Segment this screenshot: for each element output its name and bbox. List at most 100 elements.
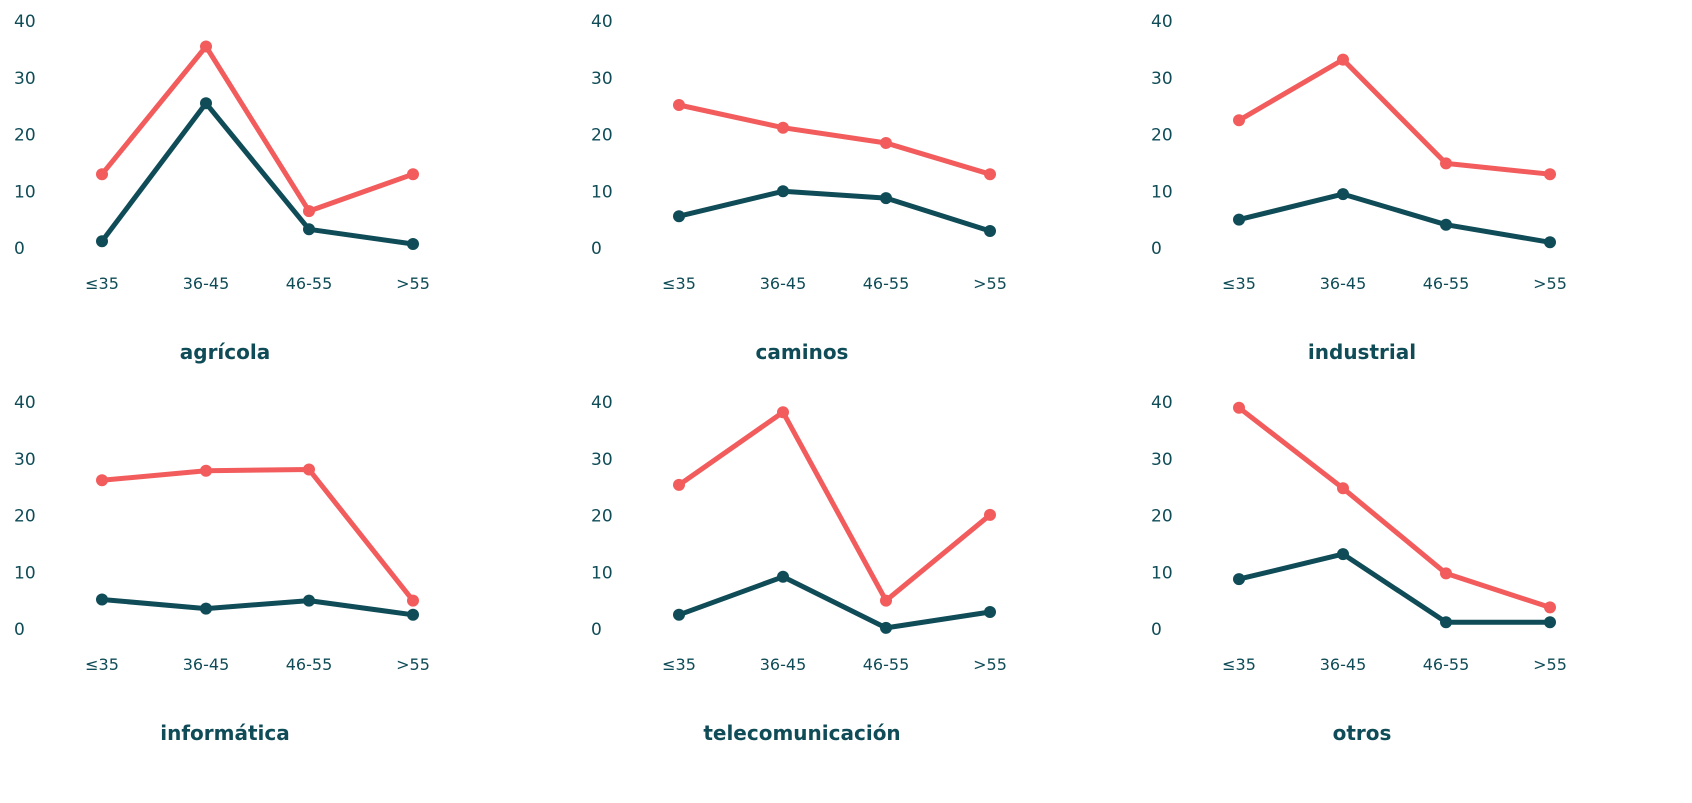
y-tick-label: 0	[14, 620, 25, 640]
y-tick-label: 0	[1151, 620, 1162, 640]
data-point	[880, 137, 892, 149]
y-tick-label: 30	[1151, 69, 1173, 89]
data-point	[303, 463, 315, 476]
data-point	[407, 168, 419, 181]
data-point	[407, 238, 419, 250]
x-tick-label: >55	[396, 655, 430, 674]
panel-title: industrial	[1308, 340, 1416, 364]
data-point	[1440, 218, 1452, 231]
y-tick-label: 10	[1151, 182, 1173, 202]
chart-svg: 0 10 20 30 40 ≤35 36-45 46-55 >55 agrícola	[14, 12, 430, 364]
x-tick-label: 46-55	[1423, 274, 1470, 293]
panel-title: caminos	[756, 340, 849, 364]
x-tick-label: >55	[1533, 655, 1567, 674]
series-line	[1236, 191, 1553, 245]
data-point	[96, 474, 108, 487]
data-point	[303, 594, 315, 607]
series-line	[1236, 551, 1553, 625]
y-tick-label: 40	[591, 12, 613, 32]
y-tick-label: 0	[14, 239, 25, 259]
data-point	[407, 608, 419, 621]
data-point	[673, 210, 685, 223]
chart-panel: 0 10 20 30 40 ≤35 36-45 46-55 >55 telecomunicació…	[577, 381, 1137, 781]
series-line	[676, 102, 993, 177]
x-tick-label: ≤35	[662, 655, 696, 674]
data-point	[96, 593, 108, 606]
data-point	[1233, 401, 1245, 414]
data-point	[1440, 157, 1452, 170]
data-point	[303, 205, 315, 218]
data-point	[880, 594, 892, 607]
x-tick-label: 46-55	[863, 655, 910, 674]
series-line	[99, 100, 416, 247]
x-tick-label: 46-55	[863, 274, 910, 293]
y-tick-label: 10	[1151, 563, 1173, 583]
y-tick-label: 10	[591, 563, 613, 583]
x-tick-label: ≤35	[85, 274, 119, 293]
series-line	[1236, 405, 1553, 610]
data-point	[1337, 548, 1349, 561]
data-point	[984, 606, 996, 618]
y-tick-label: 40	[1151, 393, 1173, 413]
x-tick-label: 36-45	[183, 655, 230, 674]
data-point	[880, 192, 892, 205]
y-tick-label: 0	[1151, 239, 1162, 259]
series-line	[1236, 57, 1553, 177]
data-point	[1337, 53, 1349, 66]
chart-panel: 0 10 20 30 40 ≤35 36-45 46-55 >55 agrícola	[0, 0, 560, 400]
x-tick-label: >55	[396, 274, 430, 293]
x-tick-label: ≤35	[85, 655, 119, 674]
x-tick-label: 46-55	[1423, 655, 1470, 674]
panel-title: informática	[160, 721, 290, 745]
data-point	[407, 594, 419, 607]
panel-title: otros	[1333, 721, 1392, 745]
chart-svg: 0 10 20 30 40 ≤35 36-45 46-55 >55 caminos	[591, 12, 1007, 364]
y-tick-label: 20	[591, 507, 613, 527]
x-tick-label: ≤35	[662, 274, 696, 293]
chart-svg: 0 10 20 30 40 ≤35 36-45 46-55 >55 telecomunicació…	[591, 393, 1007, 745]
chart-panel: 0 10 20 30 40 ≤35 36-45 46-55 >55 caminos	[577, 0, 1137, 400]
data-point	[200, 602, 212, 615]
series-line	[676, 188, 993, 234]
y-tick-label: 30	[591, 450, 613, 470]
chart-svg: 0 10 20 30 40 ≤35 36-45 46-55 >55 informática	[14, 393, 430, 745]
chart-panel: 0 10 20 30 40 ≤35 36-45 46-55 >55 informática	[0, 381, 560, 781]
x-tick-label: 46-55	[286, 274, 333, 293]
y-tick-label: 40	[591, 393, 613, 413]
y-tick-label: 20	[591, 126, 613, 146]
y-tick-label: 30	[1151, 450, 1173, 470]
x-tick-label: 36-45	[760, 655, 807, 674]
y-tick-label: 40	[1151, 12, 1173, 32]
data-point	[1544, 168, 1556, 181]
x-tick-label: >55	[973, 655, 1007, 674]
data-point	[777, 570, 789, 583]
data-point	[673, 478, 685, 491]
data-point	[200, 464, 212, 477]
series-line	[99, 597, 416, 618]
data-point	[1440, 616, 1452, 629]
data-point	[1544, 236, 1556, 249]
data-point	[673, 99, 685, 111]
chart-svg: 0 10 20 30 40 ≤35 36-45 46-55 >55 otros	[1151, 393, 1567, 745]
data-point	[984, 508, 996, 521]
data-point	[777, 406, 789, 419]
y-tick-label: 10	[14, 182, 36, 202]
data-point	[673, 608, 685, 621]
y-tick-label: 20	[1151, 126, 1173, 146]
data-point	[1233, 213, 1245, 226]
data-point	[880, 621, 892, 634]
data-point	[1337, 482, 1349, 495]
data-point	[1233, 114, 1245, 127]
data-point	[96, 235, 108, 248]
y-tick-label: 0	[591, 239, 602, 259]
x-tick-label: 36-45	[1320, 655, 1367, 674]
y-tick-label: 20	[14, 507, 36, 527]
panel-title: telecomunicación	[703, 721, 900, 745]
series-line	[676, 409, 993, 604]
series-line	[676, 574, 993, 631]
data-point	[1337, 188, 1349, 201]
chart-panel: 0 10 20 30 40 ≤35 36-45 46-55 >55 industrial	[1137, 0, 1692, 400]
x-tick-label: 36-45	[760, 274, 807, 293]
data-point	[777, 121, 789, 134]
